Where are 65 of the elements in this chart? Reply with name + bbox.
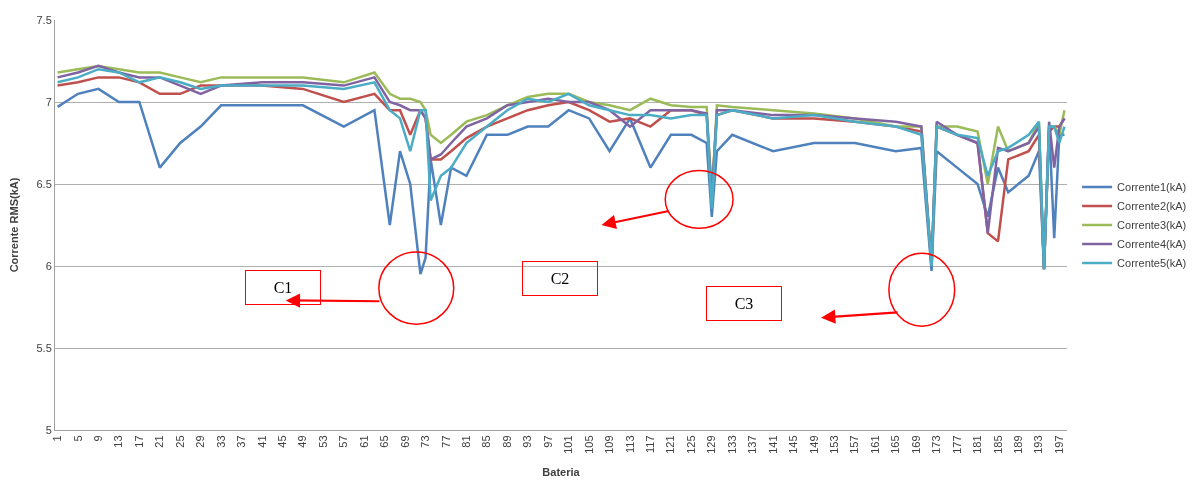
x-tick-label: 13 — [112, 435, 125, 448]
legend-label: Corrente2(kA) — [1117, 200, 1187, 213]
x-tick-label: 197 — [1052, 435, 1065, 454]
x-tick-label: 105 — [582, 435, 595, 454]
x-tick-label: 153 — [828, 435, 841, 454]
x-tick-label: 9 — [92, 435, 105, 442]
y-tick-label: 5.5 — [36, 341, 52, 354]
x-tick-label: 37 — [235, 435, 248, 448]
y-axis-title: Corrente RMS(kA) — [8, 177, 21, 273]
x-tick-label: 137 — [746, 435, 759, 454]
x-tick-label: 93 — [521, 435, 534, 448]
x-tick-label: 161 — [868, 435, 881, 454]
x-tick-label: 97 — [541, 435, 554, 448]
y-tick-label: 6 — [45, 259, 52, 272]
x-tick-label: 173 — [930, 435, 943, 454]
x-tick-label: 177 — [950, 435, 963, 454]
x-tick-label: 73 — [419, 435, 432, 448]
x-tick-label: 25 — [173, 435, 186, 448]
x-tick-label: 49 — [296, 435, 309, 448]
y-tick-label: 7 — [45, 95, 52, 108]
legend-label: Corrente4(kA) — [1117, 238, 1187, 251]
x-tick-label: 29 — [194, 435, 207, 448]
legend-label: Corrente5(kA) — [1117, 257, 1187, 270]
x-tick-label: 17 — [132, 435, 145, 448]
x-tick-label: 117 — [644, 435, 657, 453]
x-tick-label: 109 — [603, 435, 616, 454]
x-tick-label: 5 — [71, 435, 84, 442]
x-tick-label: 21 — [153, 435, 166, 448]
x-tick-label: 81 — [460, 435, 473, 448]
x-tick-label: 129 — [705, 435, 718, 454]
x-tick-label: 77 — [439, 435, 452, 448]
x-tick-label: 89 — [500, 435, 513, 448]
legend-label: Corrente1(kA) — [1117, 181, 1187, 194]
x-tick-label: 133 — [725, 435, 738, 454]
x-tick-label: 165 — [889, 435, 902, 454]
x-tick-label: 181 — [971, 435, 984, 454]
x-tick-label: 125 — [684, 435, 697, 454]
x-tick-label: 33 — [214, 435, 227, 448]
x-tick-label: 41 — [255, 435, 268, 448]
x-tick-label: 149 — [807, 435, 820, 454]
x-tick-label: 157 — [848, 435, 861, 454]
y-tick-label: 6.5 — [36, 177, 52, 190]
x-tick-label: 145 — [787, 435, 800, 454]
x-tick-label: 141 — [766, 435, 779, 454]
x-tick-label: 189 — [1012, 435, 1025, 454]
y-tick-label: 7.5 — [36, 13, 52, 26]
x-tick-label: 113 — [623, 435, 636, 453]
x-tick-label: 61 — [357, 435, 370, 448]
x-tick-label: 45 — [276, 435, 289, 448]
x-tick-label: 193 — [1032, 435, 1045, 454]
x-tick-label: 65 — [378, 435, 391, 448]
x-tick-label: 53 — [316, 435, 329, 448]
x-tick-label: 69 — [398, 435, 411, 448]
x-axis-title: Bateria — [542, 465, 581, 478]
annotation: C2 — [550, 270, 570, 287]
legend-label: Corrente3(kA) — [1117, 219, 1187, 232]
x-tick-label: 1 — [51, 435, 64, 442]
x-tick-label: 57 — [337, 435, 350, 448]
x-tick-label: 185 — [991, 435, 1004, 454]
annotation: C3 — [734, 295, 754, 312]
x-tick-label: 101 — [562, 435, 575, 454]
x-tick-label: 169 — [909, 435, 922, 454]
x-tick-label: 121 — [664, 435, 677, 454]
annotation: C1 — [273, 279, 293, 296]
x-tick-label: 85 — [480, 435, 493, 448]
